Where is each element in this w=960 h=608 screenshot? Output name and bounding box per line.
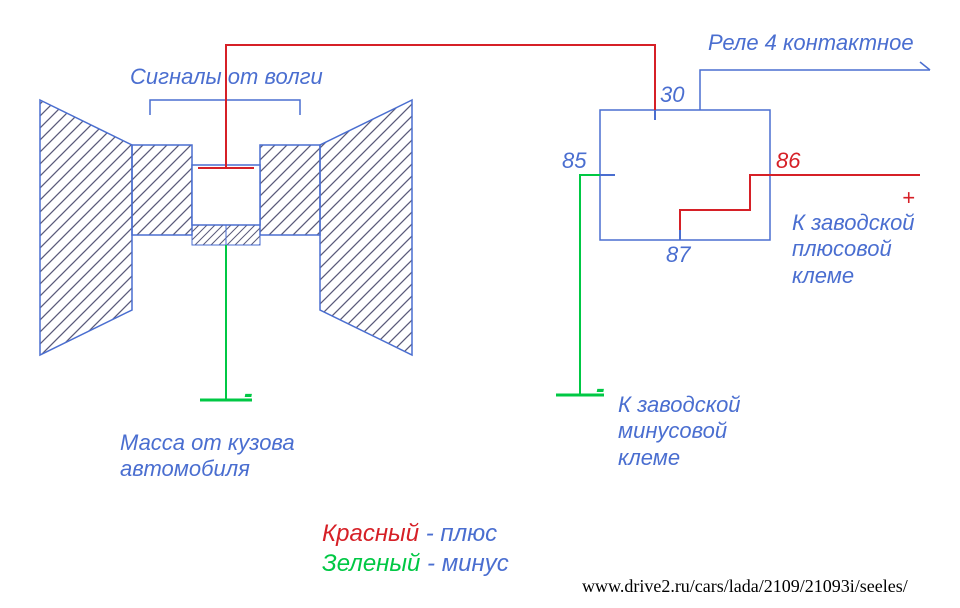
signals-from-volga-label: Сигналы от волги: [130, 64, 323, 90]
relay-title-leader: [700, 70, 930, 110]
legend-green: Зеленый - минус: [322, 550, 509, 579]
hatch-strip-right: [226, 225, 260, 245]
pin-87-label: 87: [666, 242, 690, 268]
hatch-strip-left: [192, 225, 226, 245]
left-horn: [40, 100, 132, 355]
relay-title-label: Реле 4 контактное: [708, 30, 914, 56]
pin-85-label: 85: [562, 148, 586, 174]
plus-sign: +: [902, 185, 915, 211]
relay-title-leader-arrow: [920, 62, 930, 70]
minus-sign-horn: -: [244, 378, 253, 409]
source-url: www.drive2.ru/cars/lada/2109/21093i/seel…: [582, 576, 908, 598]
left-coil-box: [132, 145, 192, 235]
right-coil-box: [260, 145, 320, 235]
mass-from-body-label: Масса от кузова автомобиля: [120, 430, 295, 483]
pin-30-label: 30: [660, 82, 684, 108]
pin-86-label: 86: [776, 148, 800, 174]
legend-green-word: Зеленый: [322, 550, 420, 577]
green-wire-85: [580, 175, 600, 395]
to-factory-minus-label: К заводской минусовой клеме: [618, 392, 741, 471]
right-horn: [320, 100, 412, 355]
legend-green-suffix: - минус: [420, 550, 508, 577]
legend-red: Красный - плюс: [322, 520, 497, 549]
legend-red-suffix: - плюс: [419, 520, 497, 547]
center-connector: [192, 165, 260, 225]
wiring-diagram: [0, 0, 960, 608]
to-factory-plus-label: К заводской плюсовой клеме: [792, 210, 915, 289]
legend-red-word: Красный: [322, 520, 419, 547]
minus-sign-relay: -: [596, 373, 605, 404]
relay-box: [600, 110, 770, 240]
